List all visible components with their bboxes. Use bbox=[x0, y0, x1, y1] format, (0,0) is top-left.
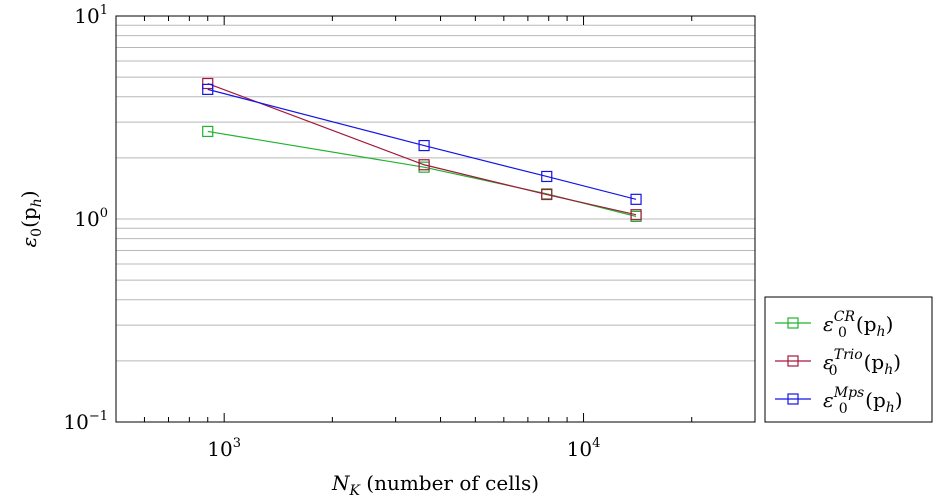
data-point-marker bbox=[541, 188, 553, 201]
x-axis-label: NK (number of cells) bbox=[331, 471, 539, 499]
legend-label: εCR 0 (ph) bbox=[823, 309, 893, 341]
legend-superscript: Mps bbox=[833, 385, 864, 401]
y-tick-label-base: 10 bbox=[74, 207, 99, 231]
y-axis-label-symbol: ε bbox=[17, 237, 41, 248]
series-3 bbox=[202, 83, 642, 205]
series-2 bbox=[202, 77, 642, 221]
legend-subscript: 0 bbox=[829, 363, 838, 379]
legend-args-end: ) bbox=[893, 350, 901, 374]
y-tick-label-exp: −1 bbox=[89, 409, 108, 424]
legend-marker bbox=[787, 317, 799, 329]
data-point-marker bbox=[202, 83, 214, 95]
legend-args-sub: h bbox=[877, 324, 886, 340]
data-point-marker bbox=[541, 170, 553, 183]
x-tick-label-base: 10 bbox=[207, 437, 232, 461]
y-axis-label-text-end: ) bbox=[17, 190, 41, 198]
y-axis-label-text: (p bbox=[17, 207, 41, 228]
y-tick-label-exp: 1 bbox=[100, 3, 108, 18]
x-tick-label-exp: 3 bbox=[233, 436, 241, 451]
legend-marker bbox=[787, 355, 799, 367]
series-line bbox=[207, 130, 637, 217]
y-tick-label: 10−1 bbox=[63, 409, 108, 434]
data-point-marker bbox=[418, 159, 430, 171]
series-layer bbox=[202, 77, 642, 222]
x-tick-label: 104 bbox=[567, 436, 601, 461]
legend-args-sub: h bbox=[884, 362, 893, 378]
legend-symbol: ε bbox=[823, 350, 834, 374]
legend-args: (p bbox=[856, 312, 877, 336]
x-axis-label-subscript: K bbox=[348, 483, 361, 499]
x-axis-label-text: (number of cells) bbox=[360, 471, 539, 495]
legend-args-sub: h bbox=[886, 400, 895, 416]
y-tick-label-exp: 0 bbox=[100, 206, 108, 221]
data-point-marker bbox=[630, 193, 642, 205]
legend-args: (p bbox=[865, 388, 886, 412]
y-tick-label-base: 10 bbox=[63, 410, 88, 434]
x-tick-labels: 103 104 bbox=[207, 436, 600, 461]
x-tick-label: 103 bbox=[207, 436, 241, 461]
y-axis-label-subscript: 0 bbox=[29, 228, 45, 237]
legend-subscript: 0 bbox=[839, 401, 848, 417]
legend-item: εMps 0 (ph) bbox=[775, 385, 903, 417]
y-axis-label: ε0(ph) bbox=[17, 190, 45, 247]
legend-label: εTrio 0 (ph) bbox=[823, 347, 901, 379]
data-point-marker bbox=[630, 209, 642, 221]
legend-symbol: ε bbox=[823, 312, 834, 336]
x-tick-label-exp: 4 bbox=[592, 436, 600, 451]
grid-lines bbox=[116, 15, 755, 423]
y-tick-label-base: 10 bbox=[74, 4, 99, 28]
legend-args-end: ) bbox=[886, 312, 894, 336]
legend-superscript: CR bbox=[834, 309, 856, 325]
y-tick-label: 100 bbox=[74, 206, 108, 231]
legend-subscript: 0 bbox=[838, 325, 847, 341]
legend-args-end: ) bbox=[895, 388, 903, 412]
legend-args: (p bbox=[864, 350, 885, 374]
plot-frame bbox=[115, 15, 756, 423]
data-point-marker bbox=[418, 139, 430, 152]
y-axis-label-text-sub: h bbox=[29, 198, 45, 207]
y-tick-label: 101 bbox=[74, 3, 108, 28]
series-line bbox=[207, 88, 637, 200]
legend-symbol: ε bbox=[823, 388, 834, 412]
legend-label: εMps 0 (ph) bbox=[823, 385, 903, 417]
legend-item: εTrio 0 (ph) bbox=[775, 347, 901, 379]
legend-item: εCR 0 (ph) bbox=[775, 309, 893, 341]
legend-marker bbox=[787, 393, 799, 405]
legend-superscript: Trio bbox=[834, 347, 863, 363]
data-point-marker bbox=[202, 125, 214, 138]
x-minor-ticks bbox=[115, 16, 756, 422]
series-line bbox=[207, 82, 637, 216]
data-point-marker bbox=[202, 77, 214, 90]
legend: εCR 0 (ph)εTrio 0 (ph)εMps 0 (ph) bbox=[764, 296, 933, 423]
x-axis-label-symbol: N bbox=[331, 471, 351, 495]
x-tick-label-base: 10 bbox=[567, 437, 592, 461]
